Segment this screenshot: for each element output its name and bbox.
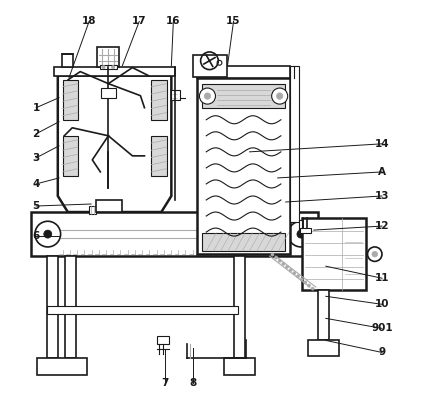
Circle shape (297, 230, 305, 238)
Polygon shape (70, 74, 109, 84)
Circle shape (272, 88, 288, 104)
Bar (202, 233, 285, 251)
Text: 9: 9 (378, 347, 385, 358)
Text: 12: 12 (375, 221, 389, 231)
Circle shape (199, 88, 215, 104)
Bar (300, 229, 311, 233)
Text: 17: 17 (132, 17, 147, 26)
Circle shape (307, 284, 311, 287)
Circle shape (311, 287, 314, 290)
Bar (89, 206, 96, 214)
Circle shape (102, 65, 105, 69)
Text: 10: 10 (375, 299, 389, 309)
Text: 901: 901 (371, 323, 393, 333)
Bar (37, 358, 87, 375)
Bar (100, 65, 117, 69)
Polygon shape (68, 200, 96, 212)
Bar (198, 66, 290, 78)
Text: 13: 13 (375, 191, 389, 201)
Text: 8: 8 (190, 379, 197, 388)
Text: 3: 3 (32, 153, 40, 163)
Bar (152, 80, 167, 120)
Circle shape (112, 65, 115, 69)
Polygon shape (96, 136, 109, 170)
Bar (65, 256, 76, 358)
Circle shape (275, 256, 278, 259)
Bar (318, 290, 329, 341)
Bar (62, 80, 78, 120)
Bar (62, 54, 73, 67)
Bar (101, 88, 116, 98)
Text: 2: 2 (32, 129, 40, 139)
Bar (31, 212, 318, 256)
Text: A: A (378, 167, 386, 177)
Circle shape (300, 278, 303, 281)
Text: 7: 7 (162, 379, 169, 388)
Circle shape (296, 275, 299, 278)
Circle shape (293, 271, 296, 275)
Bar (224, 358, 255, 375)
Polygon shape (109, 74, 151, 84)
Circle shape (278, 259, 281, 262)
Text: 16: 16 (166, 17, 181, 26)
Circle shape (204, 93, 211, 99)
Bar (233, 256, 245, 358)
Circle shape (289, 268, 292, 271)
Bar (47, 305, 237, 314)
Bar (97, 47, 120, 67)
Text: 4: 4 (32, 179, 40, 189)
Text: 15: 15 (226, 17, 241, 26)
Text: 6: 6 (32, 231, 40, 241)
Circle shape (304, 281, 307, 284)
Bar (193, 55, 227, 77)
Text: 14: 14 (375, 139, 389, 149)
Polygon shape (58, 76, 171, 212)
Text: 11: 11 (375, 273, 389, 283)
Polygon shape (66, 130, 109, 138)
Bar (202, 84, 285, 108)
Polygon shape (121, 200, 161, 212)
Bar (96, 200, 121, 212)
Text: 1: 1 (32, 103, 40, 113)
Bar (171, 90, 180, 100)
Bar (299, 220, 302, 232)
Circle shape (285, 265, 289, 269)
Bar (62, 136, 78, 176)
Bar (47, 256, 58, 358)
Text: 5: 5 (32, 201, 40, 211)
Circle shape (372, 251, 377, 257)
Circle shape (282, 262, 285, 265)
Circle shape (44, 230, 52, 238)
Bar (302, 218, 366, 290)
Circle shape (368, 247, 382, 261)
Circle shape (271, 253, 274, 256)
Text: 18: 18 (82, 17, 96, 26)
Bar (308, 341, 339, 356)
Bar (156, 336, 168, 345)
Bar (290, 66, 299, 222)
Bar (152, 136, 167, 176)
Circle shape (276, 93, 283, 99)
Bar (54, 67, 175, 76)
Bar (198, 78, 290, 254)
